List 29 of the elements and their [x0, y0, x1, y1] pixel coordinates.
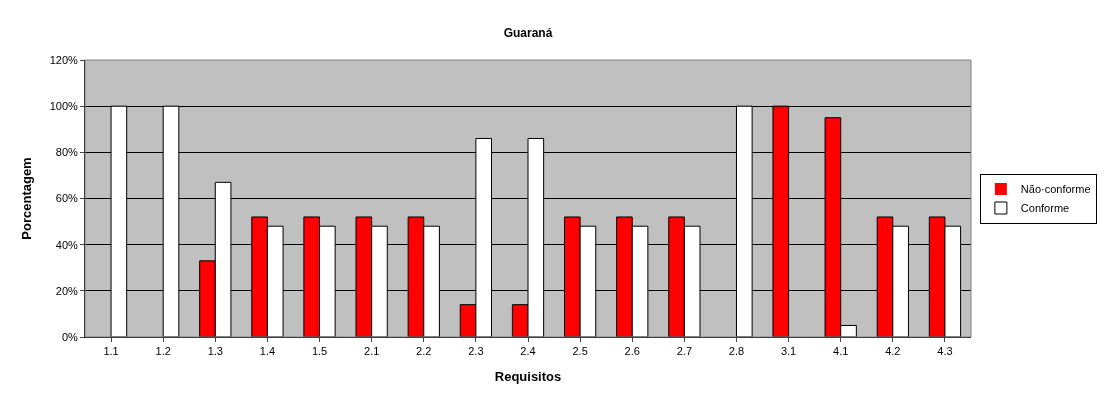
- x-tick-label: 4.3: [937, 345, 953, 358]
- chart-title: Guaraná: [503, 25, 553, 40]
- x-tick-label: 4.1: [833, 345, 849, 358]
- x-tick-label: 3.1: [780, 345, 797, 358]
- legend-label: Conforme: [1020, 202, 1070, 215]
- x-tick-label: 2.5: [572, 345, 588, 358]
- x-tick-label: 1.2: [155, 345, 171, 358]
- x-axis-title: Requisitos: [494, 368, 562, 384]
- x-tick-label: 1.4: [259, 345, 276, 358]
- y-tick-label: 100%: [49, 100, 79, 113]
- y-tick-label: 60%: [55, 192, 78, 205]
- x-tick-label: 4.2: [885, 345, 901, 358]
- x-tick-label: 2.6: [624, 345, 640, 358]
- y-tick-label: 80%: [55, 146, 78, 159]
- x-tick-label: 2.2: [416, 345, 432, 358]
- x-tick-label: 2.1: [364, 345, 380, 358]
- x-tick-label: 1.5: [311, 345, 328, 358]
- x-tick-label: 2.3: [468, 345, 484, 358]
- legend-label: Não·conforme: [1020, 183, 1091, 196]
- y-axis-title: Porcentagem: [18, 157, 34, 240]
- x-tick-label: 1.3: [207, 345, 223, 358]
- x-tick-label: 2.7: [676, 345, 692, 358]
- x-tick-label: 2.4: [520, 345, 536, 358]
- y-tick-label: 40%: [55, 238, 78, 251]
- x-tick-label: 1.1: [103, 345, 119, 358]
- x-tick-label: 2.8: [728, 345, 745, 358]
- y-tick-label: 120%: [49, 53, 79, 66]
- y-tick-label: 20%: [55, 284, 78, 297]
- y-tick-label: 0%: [61, 330, 79, 343]
